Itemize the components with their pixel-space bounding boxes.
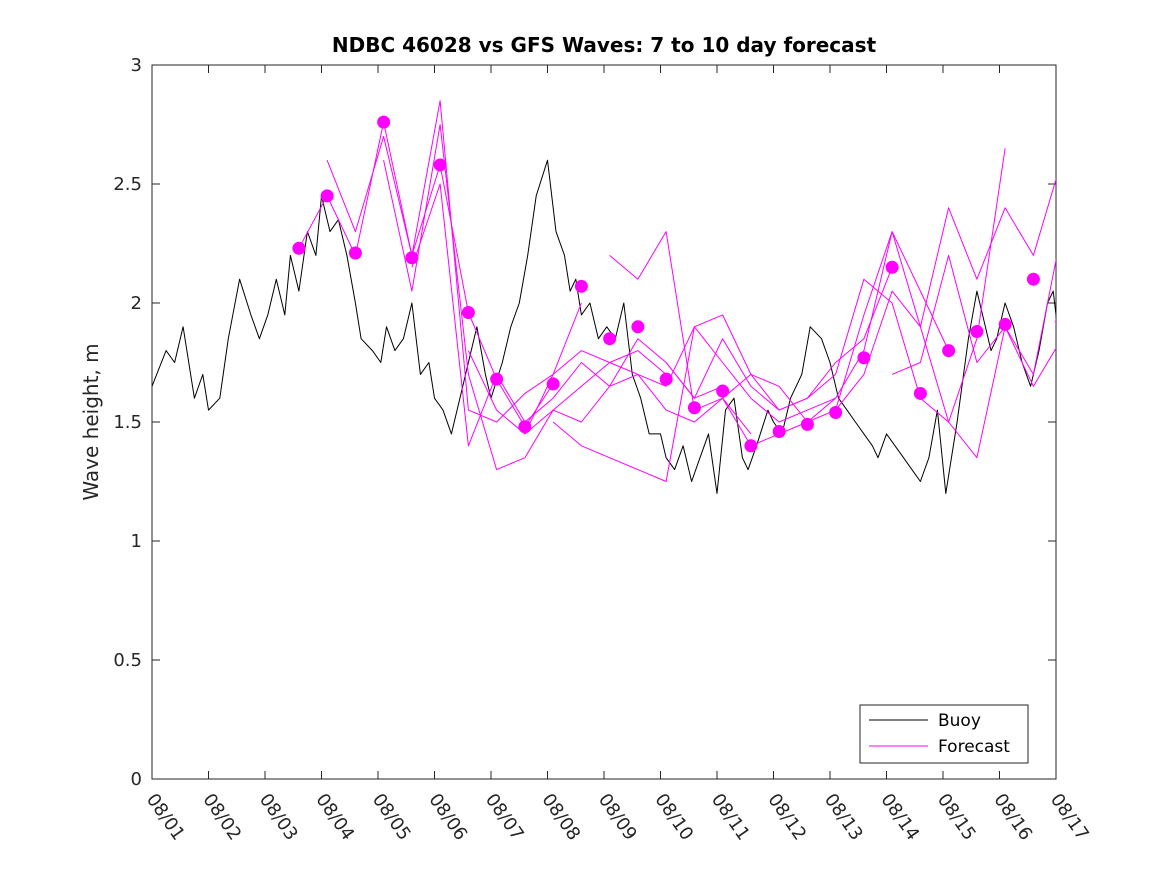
forecast-marker [377, 115, 391, 129]
forecast-line [383, 124, 667, 471]
forecast-line [835, 257, 1056, 459]
x-tick-label: 08/14 [876, 790, 923, 845]
y-tick-label: 2.5 [113, 174, 142, 195]
x-tick-label: 08/04 [311, 790, 358, 845]
forecast-marker [744, 439, 758, 453]
forecast-line [524, 326, 836, 435]
forecast-marker [829, 405, 843, 419]
forecast-marker [659, 372, 673, 386]
y-tick-label: 1.5 [113, 412, 142, 433]
forecast-marker [716, 384, 730, 398]
y-tick-label: 3 [131, 55, 142, 76]
legend-forecast-label: Forecast [938, 737, 1010, 757]
x-tick-label: 08/16 [989, 790, 1036, 845]
forecast-marker [405, 251, 419, 265]
forecast-line [467, 350, 752, 435]
y-tick-label: 2 [131, 293, 142, 314]
x-tick-label: 08/01 [142, 790, 189, 845]
x-tick-label: 08/06 [424, 790, 471, 845]
forecast-marker [885, 260, 899, 274]
forecast-marker [546, 377, 560, 391]
x-tick-label: 08/03 [255, 790, 302, 845]
forecast-marker [970, 325, 984, 339]
plot-area [151, 64, 1057, 780]
y-tick-label: 1 [131, 531, 142, 552]
forecast-marker [772, 425, 786, 439]
x-tick-label: 08/13 [820, 790, 867, 845]
forecast-marker [490, 372, 504, 386]
x-tick-label: 08/08 [537, 790, 584, 845]
y-tick-label: 0 [131, 769, 142, 790]
forecast-marker [1026, 272, 1040, 286]
forecast-line [552, 267, 893, 482]
y-axis: 0 0.5 1 1.5 2 2.5 3 [113, 55, 1056, 790]
forecast-marker [603, 332, 617, 346]
x-tick-label: 08/02 [198, 790, 245, 845]
forecast-marker [631, 320, 645, 334]
legend: Buoy Forecast [859, 704, 1029, 764]
forecast-marker [942, 344, 956, 358]
x-tick-label: 08/17 [1046, 790, 1093, 845]
forecast-marker [800, 417, 814, 431]
forecast-marker [292, 241, 306, 255]
y-tick-label: 0.5 [113, 650, 142, 671]
legend-box [859, 704, 1029, 764]
y-axis-label: Wave height, m [79, 343, 103, 500]
forecast-marker [518, 420, 532, 434]
x-tick-label: 08/15 [933, 790, 980, 845]
x-tick-label: 08/11 [707, 790, 754, 845]
x-tick-label: 08/05 [368, 790, 415, 845]
forecast-marker [461, 306, 475, 320]
forecast-line [326, 100, 582, 423]
series-layer [152, 100, 1096, 494]
x-tick-label: 08/07 [481, 790, 528, 845]
forecast-marker [348, 246, 362, 260]
forecast-marker [433, 158, 447, 172]
forecast-marker [320, 189, 334, 203]
x-tick-label: 08/10 [650, 790, 697, 845]
forecast-marker [857, 351, 871, 365]
forecast-marker [998, 317, 1012, 331]
x-tick-label: 08/12 [763, 790, 810, 845]
legend-buoy-label: Buoy [938, 711, 981, 731]
forecast-marker [913, 386, 927, 400]
forecast-marker [574, 279, 588, 293]
forecast-marker [1083, 380, 1096, 393]
forecast-marker [687, 401, 701, 415]
chart-title: NDBC 46028 vs GFS Waves: 7 to 10 day for… [332, 33, 877, 57]
x-tick-label: 08/09 [594, 790, 641, 845]
forecast-marker [1055, 318, 1056, 326]
